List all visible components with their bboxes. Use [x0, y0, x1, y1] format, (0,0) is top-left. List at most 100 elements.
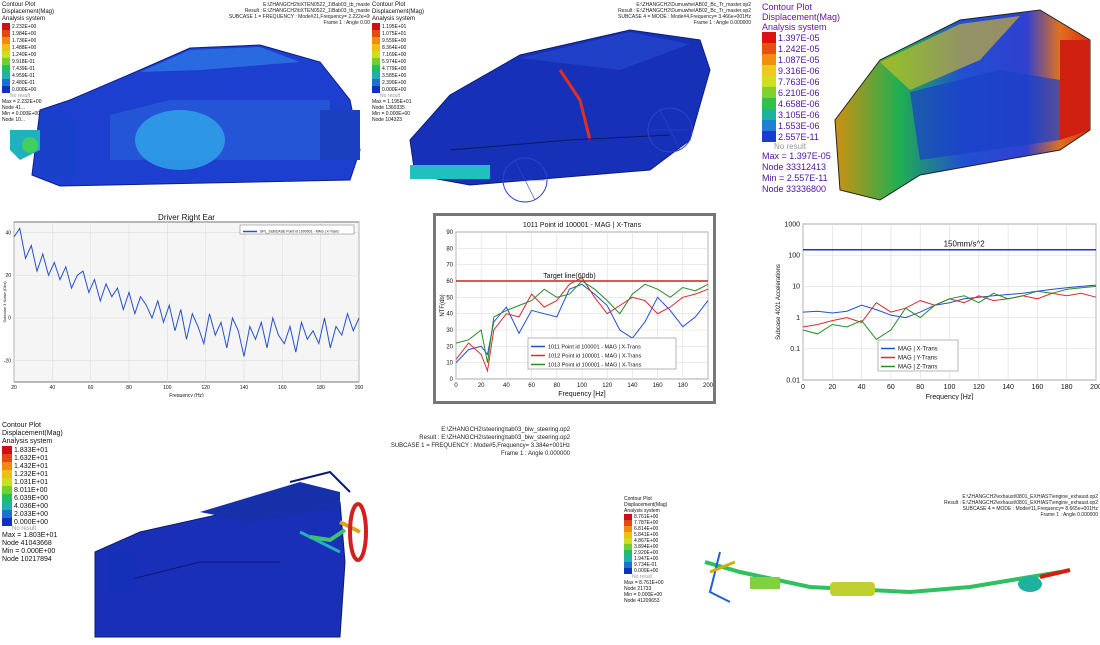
x-axis-label: Frequency [Hz]: [926, 394, 974, 400]
header-line: E:\ZHANGCH2\tiXTEN0522_1\Bab03_tb_master…: [263, 2, 381, 8]
y-tick-label: 0.1: [790, 346, 800, 353]
x-tick-label: 80: [553, 383, 560, 389]
y-tick-label: 60: [446, 279, 453, 285]
stat-line: Min = 2.557E-11: [762, 173, 828, 183]
legend-value: 1.736E+00: [12, 37, 37, 44]
x-tick-label: 80: [916, 384, 924, 391]
y-tick-label: 10: [446, 361, 453, 367]
contour-title-line: Contour Plot: [372, 2, 406, 8]
legend-label: MAG | Z-Trans: [898, 365, 937, 371]
y-tick-label: 70: [446, 263, 453, 269]
legend-row: 0.000E+00: [2, 86, 92, 93]
contour-title-line: Analysis system: [624, 508, 660, 514]
legend-swatch: [2, 446, 12, 454]
legend-swatch: [372, 58, 380, 65]
stats-block: Max = 1.397E-05 Node 33312413 Min = 2.557E…: [762, 151, 872, 195]
legend-row: 1.553E-06: [762, 120, 872, 131]
stat-line: Node 41...: [2, 105, 26, 111]
y-tick-label: 0: [450, 377, 454, 383]
legend-swatch: [2, 462, 12, 470]
legend-value: 0.000E+00: [382, 86, 407, 93]
header-line: SUBCASE 1 = FREQUENCY : Mode#5,Frequency…: [390, 443, 570, 449]
x-tick-label: 200: [1090, 384, 1100, 391]
legend-row: 1.488E+00: [2, 44, 92, 51]
y-axis-label: Subcase 3 Noise (Dbs): [2, 281, 7, 323]
header-line: Frame 1 : Angle 0.000000: [693, 20, 751, 26]
legend-swatch: [624, 520, 632, 526]
legend-row: 1.947E+00: [624, 556, 704, 562]
legend-label: 1011 Point id 100001 - MAG | X-Trans: [548, 344, 641, 350]
x-tick-label: 0: [454, 383, 458, 389]
legend-value: 1.632E+01: [14, 454, 49, 462]
legend-swatch: [2, 470, 12, 478]
contour-legend: Contour Plot Displacement(Mag) Analysis …: [372, 2, 462, 123]
chart-title: 1011 Point id 100001 - MAG | X-Trans: [523, 222, 642, 229]
legend-row: 5.974E+00: [372, 58, 462, 65]
legend-value: 1.432E+01: [14, 462, 49, 470]
legend-swatch: [2, 454, 12, 462]
legend-label: 1012 Point id 100001 - MAG | X-Trans: [548, 353, 641, 359]
color-legend: 1.397E-05 1.242E-05 1.087E-05 9.316E-06 7.76…: [762, 32, 872, 142]
y-tick-label: 0: [8, 316, 11, 322]
x-tick-label: 100: [577, 383, 588, 389]
legend-value: 4.036E+00: [14, 502, 49, 510]
chart-driver-right-ear: Driver Right Ear 20 40 60 80 100 120 140 160 180 2…: [2, 213, 364, 397]
x-tick-label: 120: [973, 384, 985, 391]
x-tick-label: 140: [240, 385, 249, 391]
legend-swatch: [2, 79, 10, 86]
contour-plot-vehicle: [409, 29, 711, 203]
stat-line: Node 33336800: [762, 184, 827, 194]
header-line: Frame 1 : Angle 0.000000: [500, 451, 570, 457]
stat-line: Max = 1.397E-05: [762, 151, 831, 161]
header-line: E:\ZHANGCH2\steering\tab03_biw_steering.…: [441, 427, 570, 433]
legend-row: 1.432E+01: [2, 462, 102, 470]
legend-row: 1.087E-05: [762, 54, 872, 65]
legend-label: SPL_SUBCASE Point id 1000001 - MAG | X-T…: [260, 230, 339, 234]
header-line: Result : E:\ZHANGCH2\steering\tab03_biw_…: [419, 435, 570, 441]
x-axis-label: Frequency (Hz): [169, 393, 204, 397]
legend-row: 7.787E+00: [624, 520, 704, 526]
legend-swatch: [372, 65, 380, 72]
stats-block: Max = 8.761E+00 Node 21733 Min = 0.000E+00…: [624, 580, 704, 604]
legend-row: 6.039E+00: [2, 494, 102, 502]
legend-swatch: [372, 72, 380, 79]
x-tick-label: 100: [163, 385, 172, 391]
legend-row: 3.894E+00: [624, 544, 704, 550]
legend-row: 6.814E+00: [624, 526, 704, 532]
legend-row: 9.316E-06: [762, 65, 872, 76]
color-legend: 1.195E+01 1.075E+01 9.559E+00 8.364E+00 7.16…: [372, 23, 462, 93]
y-tick-label: 80: [446, 246, 453, 252]
legend-row: 8.011E+00: [2, 486, 102, 494]
legend-row: 8.761E+00: [624, 514, 704, 520]
legend-value: 8.364E+00: [382, 44, 407, 51]
legend-swatch: [762, 109, 776, 120]
legend-swatch: [624, 526, 632, 532]
legend-row: 0.000E+00: [2, 518, 102, 526]
legend-swatch: [2, 58, 10, 65]
stat-line: Node 10217894: [2, 556, 52, 563]
legend-value: 6.814E+00: [634, 526, 659, 532]
legend-row: 7.439E-01: [2, 65, 92, 72]
legend-value: 9.316E-06: [778, 65, 820, 76]
legend-value: 5.974E+00: [382, 58, 407, 65]
legend-value: 1.984E+00: [12, 30, 37, 37]
legend-value: 1.240E+00: [12, 51, 37, 58]
target-label: Target line(60db): [543, 273, 596, 280]
legend-value: 2.390E+00: [382, 79, 407, 86]
legend-value: 7.787E+00: [634, 520, 659, 526]
no-result-label: No result: [380, 93, 401, 99]
legend-swatch: [2, 72, 10, 79]
y-tick-label: 30: [446, 328, 453, 334]
x-tick-label: 200: [355, 385, 364, 391]
legend-swatch: [762, 76, 776, 87]
stats-block: Max = 1.195E+01 Node 1360335 Min = 0.000E+…: [372, 99, 462, 123]
legend-swatch: [762, 54, 776, 65]
y-tick-label: 50: [446, 295, 453, 301]
y-tick-label: -20: [4, 358, 11, 364]
legend-row: 3.105E-06: [762, 109, 872, 120]
legend-swatch: [372, 44, 380, 51]
stat-line: Min = 0.000E+00: [2, 111, 41, 117]
chart-title: Driver Right Ear: [158, 213, 215, 222]
legend-row: 2.232E+00: [2, 23, 92, 30]
no-result-label: No result: [774, 142, 807, 151]
